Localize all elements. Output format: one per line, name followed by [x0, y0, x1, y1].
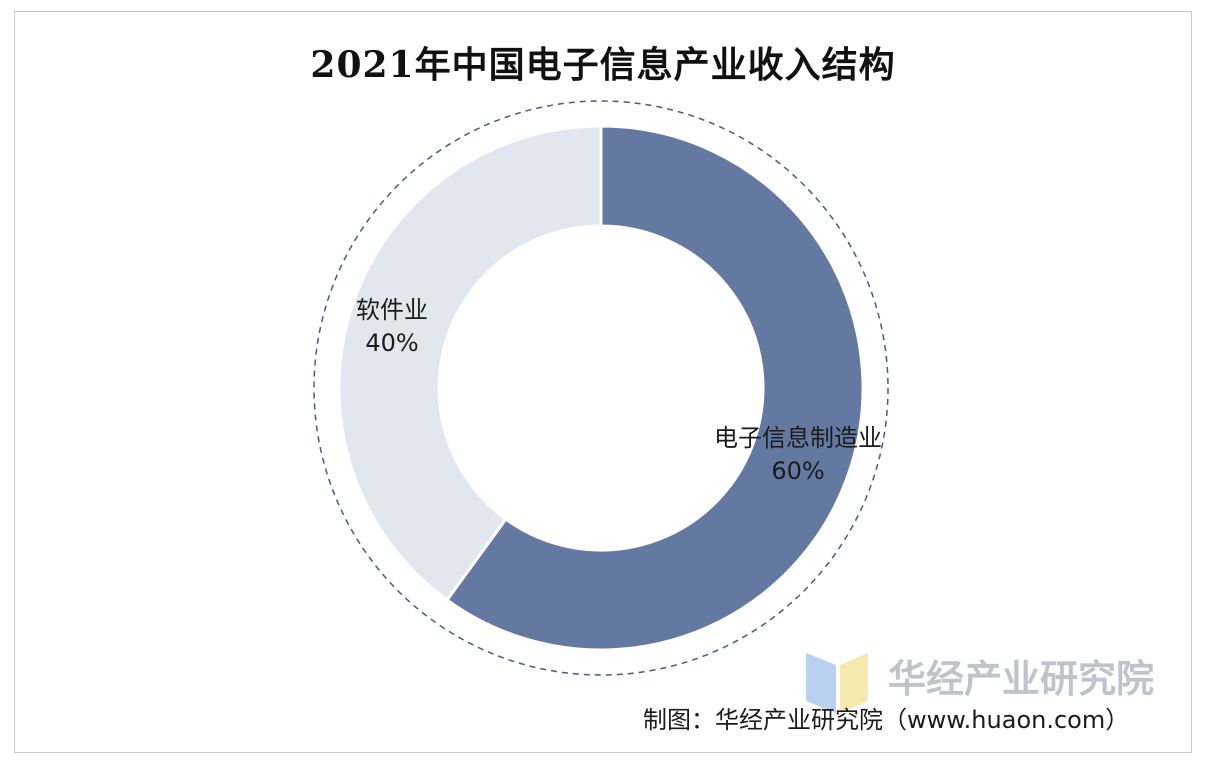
watermark-logo: [806, 653, 868, 713]
slice-category-label: 软件业: [356, 296, 428, 324]
dashed-outline-ring: [313, 100, 889, 676]
slice-value-label: 60%: [771, 457, 824, 485]
watermark-text: 华经产业研究院: [888, 657, 1155, 701]
donut-slice-0: [444, 124, 865, 652]
chart-title: 2021年中国电子信息产业收入结构: [310, 44, 896, 86]
slice-category-label: 电子信息制造业: [714, 424, 882, 452]
slice-value-label: 40%: [365, 329, 418, 357]
donut-slice-1: [337, 124, 603, 603]
source-note: 制图：华经产业研究院（www.huaon.com）: [643, 706, 1130, 734]
